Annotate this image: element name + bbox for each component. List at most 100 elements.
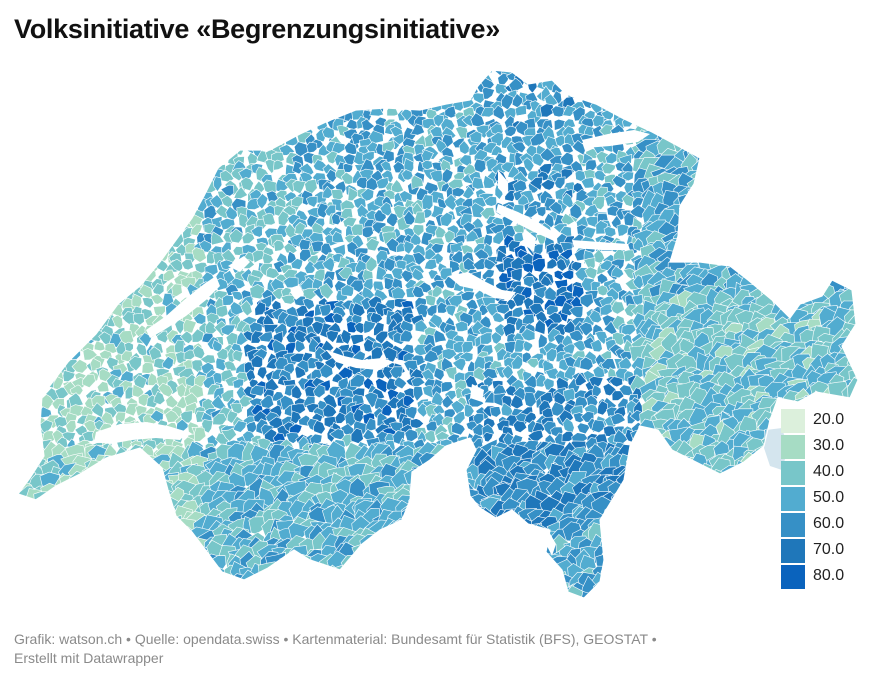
municipality-shape[interactable] <box>825 172 852 197</box>
municipality-shape[interactable] <box>837 169 858 192</box>
municipality-shape[interactable] <box>626 462 646 480</box>
municipality-shape[interactable] <box>379 558 403 579</box>
municipality-shape[interactable] <box>153 525 177 550</box>
municipality-shape[interactable] <box>560 212 575 226</box>
municipality-shape[interactable] <box>674 544 696 568</box>
municipality-shape[interactable] <box>53 265 69 281</box>
municipality-shape[interactable] <box>102 59 117 73</box>
municipality-shape[interactable] <box>672 55 692 74</box>
municipality-shape[interactable] <box>64 552 91 572</box>
municipality-shape[interactable] <box>56 501 79 522</box>
municipality-shape[interactable] <box>652 531 672 554</box>
municipality-shape[interactable] <box>740 59 762 82</box>
municipality-shape[interactable] <box>818 140 839 163</box>
municipality-shape[interactable] <box>51 163 65 175</box>
municipality-shape[interactable] <box>703 102 724 124</box>
municipality-shape[interactable] <box>424 258 438 270</box>
municipality-shape[interactable] <box>368 543 390 565</box>
municipality-shape[interactable] <box>611 516 628 537</box>
municipality-shape[interactable] <box>658 96 681 121</box>
municipality-shape[interactable] <box>716 180 739 202</box>
municipality-shape[interactable] <box>804 169 827 189</box>
municipality-shape[interactable] <box>69 533 92 556</box>
municipality-shape[interactable] <box>53 121 68 135</box>
municipality-shape[interactable] <box>733 194 754 210</box>
municipality-shape[interactable] <box>720 83 745 103</box>
municipality-shape[interactable] <box>421 91 435 107</box>
municipality-shape[interactable] <box>4 223 15 235</box>
municipality-shape[interactable] <box>692 68 714 93</box>
municipality-shape[interactable] <box>112 129 125 140</box>
municipality-shape[interactable] <box>240 133 255 147</box>
municipality-shape[interactable] <box>610 494 635 515</box>
municipality-shape[interactable] <box>443 229 455 244</box>
municipality-shape[interactable] <box>790 221 809 243</box>
municipality-shape[interactable] <box>324 73 335 84</box>
municipality-shape[interactable] <box>410 174 424 190</box>
municipality-shape[interactable] <box>416 525 439 552</box>
municipality-shape[interactable] <box>175 206 189 218</box>
municipality-shape[interactable] <box>38 144 54 159</box>
municipality-shape[interactable] <box>113 115 128 128</box>
municipality-shape[interactable] <box>852 220 873 241</box>
municipality-shape[interactable] <box>634 84 661 111</box>
municipality-shape[interactable] <box>739 227 764 245</box>
municipality-shape[interactable] <box>184 555 203 577</box>
municipality-shape[interactable] <box>449 502 470 525</box>
municipality-shape[interactable] <box>531 258 546 273</box>
municipality-shape[interactable] <box>630 483 652 503</box>
municipality-shape[interactable] <box>655 525 675 544</box>
municipality-shape[interactable] <box>336 70 352 82</box>
municipality-shape[interactable] <box>183 152 199 164</box>
municipality-shape[interactable] <box>219 259 235 271</box>
municipality-shape[interactable] <box>552 55 564 64</box>
municipality-shape[interactable] <box>773 278 792 299</box>
municipality-shape[interactable] <box>74 303 88 316</box>
municipality-shape[interactable] <box>2 219 17 230</box>
municipality-shape[interactable] <box>209 55 223 65</box>
municipality-shape[interactable] <box>26 532 47 554</box>
municipality-shape[interactable] <box>663 475 686 493</box>
municipality-shape[interactable] <box>424 78 438 94</box>
municipality-shape[interactable] <box>2 440 17 453</box>
municipality-shape[interactable] <box>635 490 655 510</box>
municipality-shape[interactable] <box>405 519 426 536</box>
municipality-shape[interactable] <box>740 168 765 190</box>
municipality-shape[interactable] <box>797 249 818 274</box>
municipality-shape[interactable] <box>713 189 734 215</box>
municipality-shape[interactable] <box>325 168 338 183</box>
municipality-shape[interactable] <box>369 105 385 117</box>
municipality-shape[interactable] <box>125 271 141 288</box>
municipality-shape[interactable] <box>3 130 16 143</box>
municipality-shape[interactable] <box>714 141 738 168</box>
municipality-shape[interactable] <box>717 501 737 522</box>
municipality-shape[interactable] <box>53 55 67 65</box>
municipality-shape[interactable] <box>761 55 784 72</box>
municipality-shape[interactable] <box>241 232 256 244</box>
municipality-shape[interactable] <box>11 365 26 378</box>
municipality-shape[interactable] <box>111 314 124 330</box>
municipality-shape[interactable] <box>409 418 425 429</box>
municipality-shape[interactable] <box>75 168 87 183</box>
municipality-shape[interactable] <box>61 122 72 138</box>
municipality-shape[interactable] <box>499 514 519 539</box>
municipality-shape[interactable] <box>262 79 278 91</box>
municipality-shape[interactable] <box>105 488 126 513</box>
municipality-shape[interactable] <box>824 62 847 80</box>
municipality-shape[interactable] <box>834 184 854 205</box>
municipality-shape[interactable] <box>846 109 865 138</box>
municipality-shape[interactable] <box>539 103 555 118</box>
municipality-shape[interactable] <box>773 81 801 101</box>
municipality-shape[interactable] <box>67 512 90 533</box>
municipality-shape[interactable] <box>234 97 249 108</box>
municipality-shape[interactable] <box>6 116 21 130</box>
municipality-shape[interactable] <box>92 243 104 256</box>
municipality-shape[interactable] <box>34 306 46 320</box>
municipality-shape[interactable] <box>113 521 134 547</box>
municipality-shape[interactable] <box>64 81 79 94</box>
municipality-shape[interactable] <box>651 518 674 544</box>
municipality-shape[interactable] <box>17 340 27 352</box>
municipality-shape[interactable] <box>719 198 741 220</box>
municipality-shape[interactable] <box>773 222 796 245</box>
municipality-shape[interactable] <box>51 545 74 566</box>
